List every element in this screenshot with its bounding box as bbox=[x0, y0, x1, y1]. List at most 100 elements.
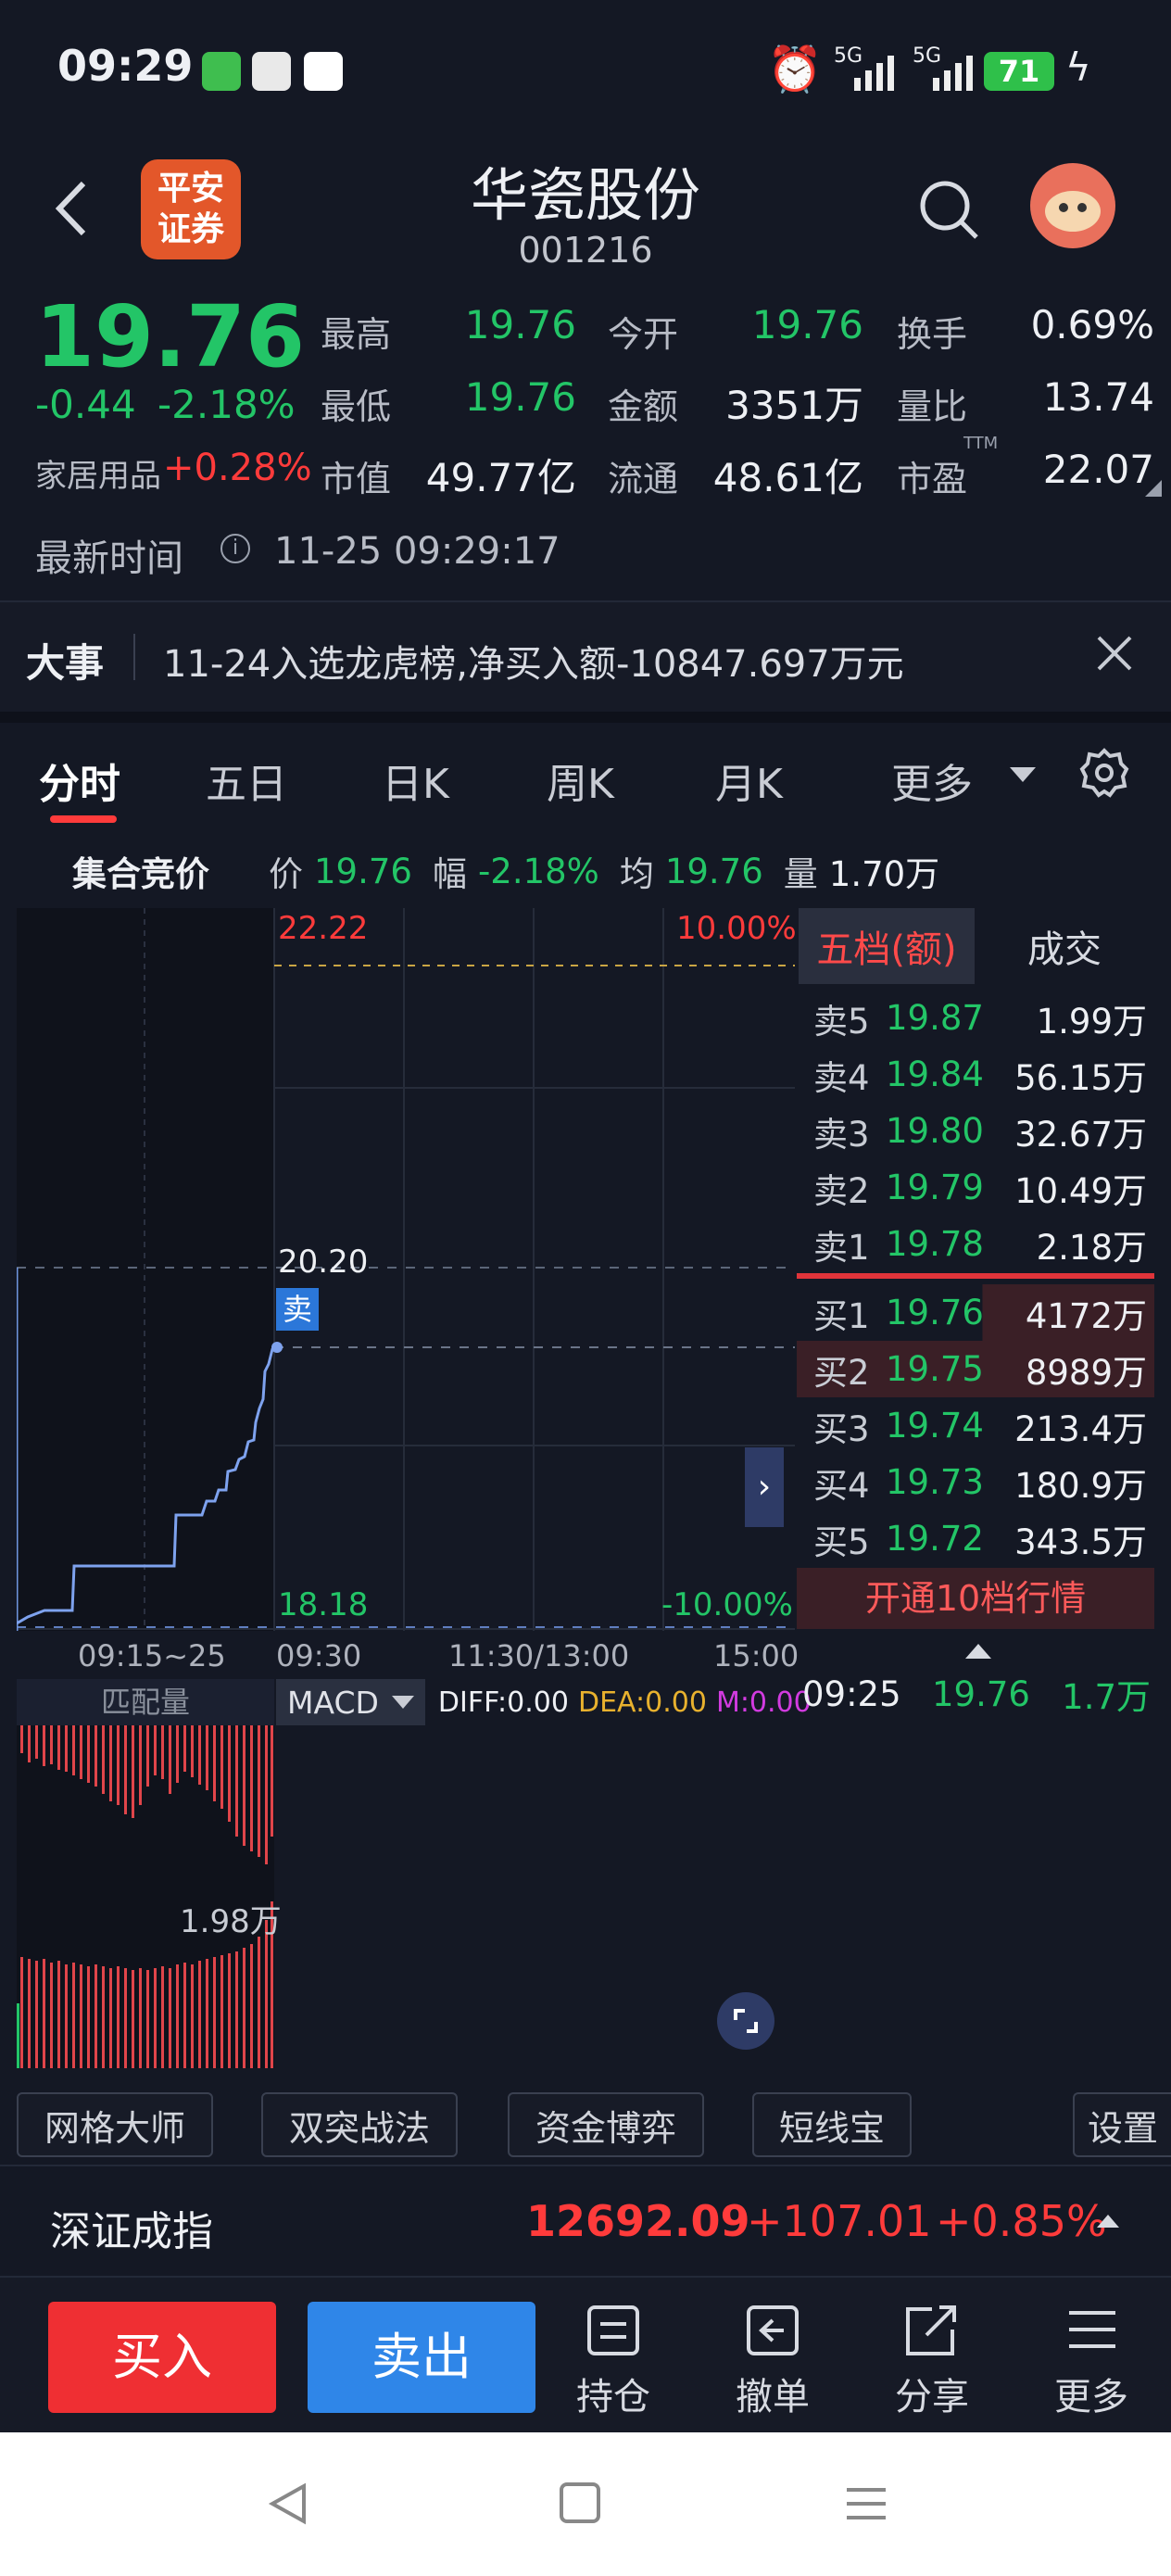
indicator-panel: 匹配量 1.98万 bbox=[17, 1679, 812, 2068]
sell-row[interactable]: 卖4 19.84 56.15万 bbox=[797, 1046, 1154, 1103]
sell-tag[interactable]: 卖 bbox=[276, 1288, 319, 1331]
tab-more[interactable]: 更多 bbox=[891, 761, 973, 808]
nav-recents-icon[interactable] bbox=[843, 2481, 889, 2527]
index-expand-icon[interactable] bbox=[1097, 2215, 1119, 2228]
intraday-chart[interactable]: 22.22 10.00% 20.20 卖 18.18 -10.00% › bbox=[17, 908, 797, 1631]
buy-row[interactable]: 买1 19.76 4172万 bbox=[797, 1284, 1154, 1341]
buy-button[interactable]: 买入 bbox=[48, 2302, 276, 2413]
search-icon[interactable] bbox=[917, 178, 982, 243]
price-change-pct: -2.18% bbox=[157, 382, 296, 427]
buy-row[interactable]: 买3 19.74 213.4万 bbox=[797, 1397, 1154, 1454]
grid-master-button[interactable]: 网格大师 bbox=[17, 2092, 213, 2157]
level-price: 19.80 bbox=[886, 1111, 984, 1151]
sell-row[interactable]: 卖3 19.80 32.67万 bbox=[797, 1103, 1154, 1159]
stock-code: 001216 bbox=[518, 230, 653, 271]
signal-icon bbox=[852, 54, 897, 91]
match-volume-bar-green bbox=[17, 2003, 19, 2068]
charging-icon: ϟ bbox=[1065, 44, 1091, 90]
back-icon[interactable] bbox=[48, 176, 94, 241]
nav-back-icon[interactable] bbox=[265, 2481, 311, 2527]
news-text[interactable]: 11-24入选龙虎榜,净买入额-10847.697万元 bbox=[163, 643, 904, 686]
buy-row[interactable]: 买2 19.75 8989万 bbox=[797, 1341, 1154, 1397]
level-volume: 2.18万 bbox=[1036, 1227, 1147, 1268]
sell-row[interactable]: 卖1 19.78 2.18万 bbox=[797, 1216, 1154, 1272]
level-price: 19.75 bbox=[886, 1349, 984, 1389]
gear-icon[interactable] bbox=[1078, 747, 1130, 799]
holdings-button[interactable]: 持仓 bbox=[567, 2302, 660, 2422]
sector-name[interactable]: 家居用品 bbox=[35, 458, 161, 495]
double-breakout-button[interactable]: 双突战法 bbox=[261, 2092, 458, 2157]
level-price: 19.84 bbox=[886, 1054, 984, 1094]
short-line-button[interactable]: 短线宝 bbox=[752, 2092, 912, 2157]
amount-value: 3351万 bbox=[725, 383, 863, 428]
cancel-order-button[interactable]: 撤单 bbox=[726, 2302, 819, 2422]
low-label: 最低 bbox=[321, 386, 392, 427]
y-label-limit-up-pct: 10.00% bbox=[676, 910, 797, 947]
message-app-icon bbox=[202, 52, 241, 91]
tools-settings-button[interactable]: 设置 bbox=[1073, 2092, 1171, 2157]
sell-row[interactable]: 卖5 19.87 1.99万 bbox=[797, 990, 1154, 1046]
news-banner[interactable]: 大事 11-24入选龙虎榜,净买入额-10847.697万元 bbox=[0, 602, 1171, 712]
macd-selector[interactable]: MACD bbox=[276, 1679, 425, 1725]
level-label: 卖2 bbox=[813, 1170, 870, 1211]
tab-weekly-k[interactable]: 周K bbox=[547, 761, 614, 808]
avatar[interactable] bbox=[1030, 163, 1115, 248]
update-time-label: 最新时间 bbox=[35, 537, 183, 580]
match-volume-svg bbox=[17, 1725, 273, 2068]
tab-five-level[interactable]: 五档(额) bbox=[799, 908, 975, 984]
tab-intraday[interactable]: 分时 bbox=[39, 761, 120, 808]
level-volume: 56.15万 bbox=[1014, 1057, 1147, 1098]
level-label: 买3 bbox=[813, 1408, 870, 1449]
action-bar: 买入 卖出 持仓 撤单 分享 更多 bbox=[0, 2276, 1171, 2432]
close-icon[interactable] bbox=[1091, 630, 1138, 676]
buy-row[interactable]: 买4 19.73 180.9万 bbox=[797, 1454, 1154, 1510]
turnover-value: 0.69% bbox=[1030, 302, 1154, 347]
market-cap-value: 49.77亿 bbox=[425, 455, 576, 500]
tab-daily-k[interactable]: 日K bbox=[382, 761, 449, 808]
sector-change: +0.28% bbox=[163, 447, 312, 489]
system-nav-bar bbox=[0, 2432, 1171, 2576]
high-label: 最高 bbox=[321, 314, 392, 355]
chart-svg bbox=[17, 908, 795, 1631]
open-value: 19.76 bbox=[751, 302, 863, 347]
update-time-value: 11-25 09:29:17 bbox=[274, 530, 560, 573]
sell-button[interactable]: 卖出 bbox=[308, 2302, 535, 2413]
level-label: 卖3 bbox=[813, 1114, 870, 1155]
macd-label: MACD bbox=[287, 1684, 379, 1721]
orderbook-tabs: 五档(额) 成交 bbox=[799, 908, 1154, 984]
info-icon[interactable]: i bbox=[220, 534, 250, 563]
collapse-up-icon[interactable] bbox=[965, 1644, 991, 1659]
more-button[interactable]: 更多 bbox=[1045, 2302, 1138, 2422]
index-bar[interactable]: 深证成指 12692.09 +107.01 +0.85% bbox=[0, 2165, 1171, 2276]
match-volume-bars bbox=[20, 1725, 273, 2068]
y-label-limit-down-pct: -10.00% bbox=[661, 1586, 793, 1623]
chevron-down-icon[interactable] bbox=[1010, 767, 1036, 782]
corner-expand-icon[interactable] bbox=[1145, 480, 1162, 497]
level-volume: 343.5万 bbox=[1014, 1522, 1147, 1562]
sell-row[interactable]: 卖2 19.79 10.49万 bbox=[797, 1159, 1154, 1216]
tab-trades[interactable]: 成交 bbox=[1027, 928, 1102, 971]
x-label-noon: 11:30/13:00 bbox=[448, 1638, 630, 1673]
holdings-icon bbox=[587, 2305, 639, 2355]
level-volume: 1.99万 bbox=[1036, 1001, 1147, 1042]
logo-line1: 平安 bbox=[157, 170, 224, 208]
expand-panel-icon[interactable]: › bbox=[745, 1447, 784, 1527]
trade-price: 19.76 bbox=[932, 1673, 1030, 1714]
level-price: 19.74 bbox=[886, 1406, 984, 1446]
buy-row[interactable]: 买5 19.72 343.5万 bbox=[797, 1510, 1154, 1567]
last-price: 19.76 bbox=[35, 287, 306, 386]
x-axis: 09:15~25 09:30 11:30/13:00 15:00 bbox=[17, 1631, 799, 1677]
nav-home-icon[interactable] bbox=[560, 2482, 600, 2523]
upgrade-level10-button[interactable]: 开通10档行情 bbox=[797, 1568, 1154, 1629]
tab-five-day[interactable]: 五日 bbox=[206, 761, 287, 808]
match-volume-value: 1.98万 bbox=[180, 1903, 282, 1940]
fullscreen-icon[interactable] bbox=[717, 1992, 774, 2050]
capital-game-button[interactable]: 资金博弈 bbox=[508, 2092, 704, 2157]
tab-monthly-k[interactable]: 月K bbox=[715, 761, 783, 808]
share-button[interactable]: 分享 bbox=[886, 2302, 978, 2422]
level-volume: 10.49万 bbox=[1014, 1170, 1147, 1211]
auction-title: 集合竞价 bbox=[72, 854, 209, 894]
tab-active-indicator bbox=[50, 815, 117, 823]
level-label: 买4 bbox=[813, 1465, 870, 1506]
level-label: 卖4 bbox=[813, 1057, 870, 1098]
